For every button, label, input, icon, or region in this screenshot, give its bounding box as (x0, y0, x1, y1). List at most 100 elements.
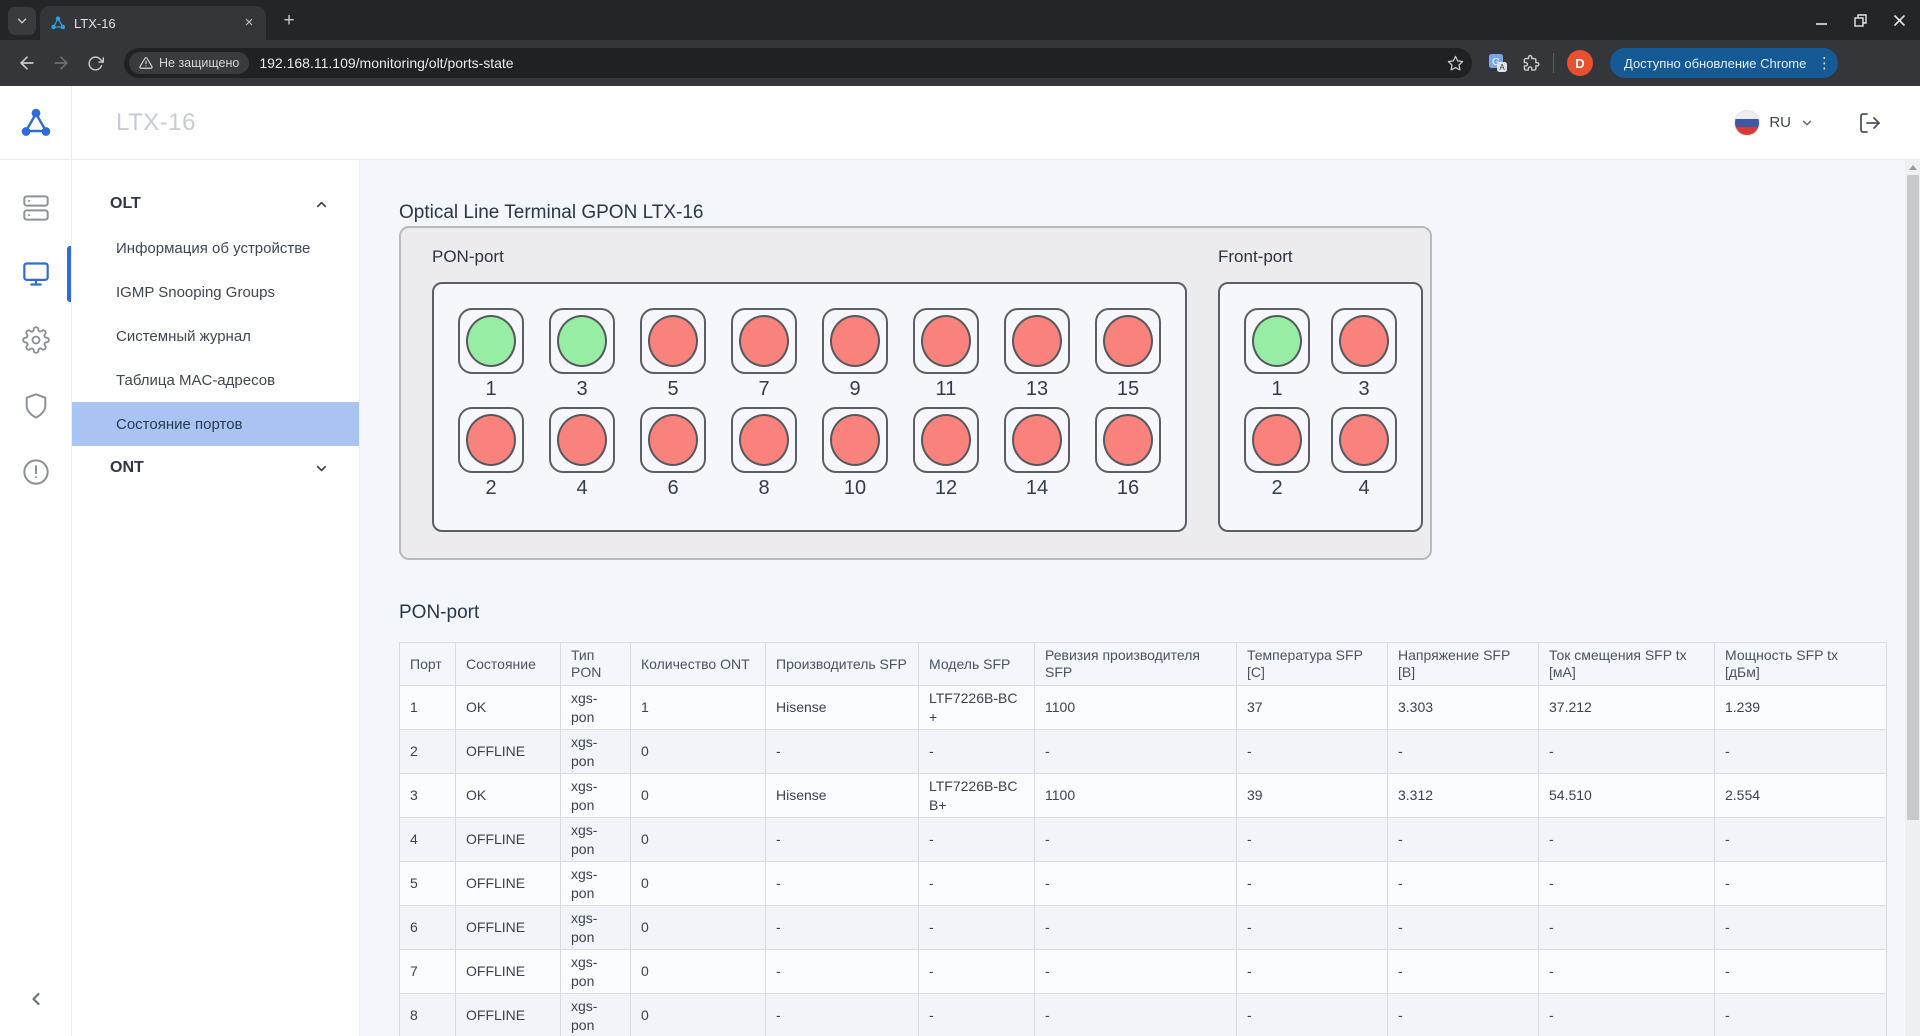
table-row: 2 OFFLINE xgs-pon 0- - - - - - - (399, 729, 1887, 774)
pon-port-group: PON-port 1 3 5 7 9 11 13 15 2 4 6 8 10 12 14 16 (432, 244, 1187, 532)
port-indicator (913, 308, 979, 374)
restore-button[interactable] (1854, 13, 1867, 27)
url-text[interactable]: 192.168.11.109/monitoring/olt/ports-stat… (259, 55, 514, 71)
app-title: LTX-16 (116, 108, 196, 136)
table-cell: OFFLINE (455, 817, 561, 862)
port-number: 9 (849, 378, 861, 400)
reload-icon (87, 55, 104, 71)
page-title: Optical Line Terminal GPON LTX-16 (399, 202, 704, 223)
minimize-button[interactable] (1815, 14, 1828, 27)
chrome-update-button[interactable]: Доступно обновление Chrome ⋮ (1610, 48, 1839, 78)
sidebar-item-system-log[interactable]: Системный журнал (72, 314, 359, 358)
port-indicator (1004, 308, 1070, 374)
rail-item-security[interactable] (22, 392, 50, 420)
forward-button[interactable] (46, 48, 76, 78)
port-led-down-icon (739, 315, 789, 367)
port-cell: 12 (913, 407, 979, 506)
rail-item-alerts[interactable] (22, 458, 50, 486)
sidebar-group-ont[interactable]: ONT (72, 446, 359, 490)
reload-button[interactable] (80, 48, 110, 78)
sidebar-item-igmp-snooping[interactable]: IGMP Snooping Groups (72, 270, 359, 314)
table-cell: 0 (630, 949, 766, 994)
sidebar-item-device-info[interactable]: Информация об устройстве (72, 226, 359, 270)
rail-item-monitoring[interactable] (22, 260, 50, 288)
table-cell: - (1714, 905, 1887, 950)
table-cell: xgs-pon (560, 949, 631, 994)
active-rail-indicator (67, 246, 71, 302)
port-indicator (1244, 308, 1310, 374)
port-led-down-icon (1012, 315, 1062, 367)
port-cell: 2 (1244, 407, 1310, 506)
table-column-header: Напряжение SFP [В] (1387, 642, 1539, 686)
browser-tab[interactable]: LTX-16 × (40, 6, 266, 40)
logout-button[interactable] (1858, 111, 1882, 135)
table-cell: 4 (399, 817, 456, 862)
port-number: 4 (576, 477, 588, 499)
close-button[interactable] (1893, 14, 1906, 27)
table-cell: 1100 (1034, 773, 1237, 818)
sidebar-item-ports-state[interactable]: Состояние портов (72, 402, 359, 446)
table-cell: 3.303 (1387, 685, 1539, 730)
sidebar-collapse-button[interactable] (26, 989, 46, 1014)
sidebar-group-olt[interactable]: OLT (72, 182, 359, 226)
table-cell: - (918, 949, 1035, 994)
table-cell: - (1034, 861, 1237, 906)
new-tab-button[interactable]: + (283, 10, 295, 31)
molecule-logo-icon (21, 108, 50, 136)
front-port-grid: 1 3 2 4 (1244, 308, 1397, 506)
table-cell: xgs-pon (560, 685, 631, 730)
table-cell: 1 (399, 685, 456, 730)
profile-avatar[interactable]: D (1567, 50, 1593, 76)
browser-menu-icon[interactable]: ⋮ (1816, 55, 1832, 72)
back-button[interactable] (12, 48, 42, 78)
port-led-down-icon (1012, 414, 1062, 466)
port-cell: 15 (1095, 308, 1161, 407)
port-indicator (458, 407, 524, 473)
bookmark-star-icon[interactable] (1447, 55, 1464, 72)
table-cell: 37 (1236, 685, 1388, 730)
table-column-header: Тип PON (560, 642, 631, 686)
window-controls (1815, 0, 1906, 40)
port-number: 5 (667, 378, 679, 400)
url-bar[interactable]: Не защищено 192.168.11.109/monitoring/ol… (124, 48, 1472, 78)
extensions-puzzle-icon[interactable] (1521, 54, 1540, 73)
table-cell: - (765, 993, 919, 1036)
port-led-down-icon (921, 414, 971, 466)
chevron-down-icon (17, 18, 27, 24)
port-cell: 14 (1004, 407, 1070, 506)
tab-close-button[interactable]: × (244, 14, 254, 31)
security-chip[interactable]: Не защищено (129, 52, 250, 74)
rail-item-devices[interactable] (22, 194, 50, 222)
sidebar-item-mac-table[interactable]: Таблица MAC-адресов (72, 358, 359, 402)
table-cell: 0 (630, 773, 766, 818)
table-cell: xgs-pon (560, 773, 631, 818)
port-cell: 6 (640, 407, 706, 506)
sidebar-item-label: Таблица MAC-адресов (116, 371, 276, 389)
sidebar-item-label: Информация об устройстве (116, 239, 311, 257)
table-cell: 0 (630, 861, 766, 906)
table-cell: - (1034, 949, 1237, 994)
scrollbar-thumb[interactable] (1906, 175, 1919, 820)
table-cell: - (1236, 993, 1388, 1036)
table-column-header: Производитель SFP (765, 642, 919, 686)
vertical-scrollbar[interactable] (1905, 160, 1920, 1036)
scrollbar-up-arrow[interactable] (1905, 160, 1920, 175)
browser-titlebar: LTX-16 × + (0, 0, 1920, 40)
pon-ports-table: Порт Состояние Тип PON Количество ONT Произв… (399, 642, 1887, 1036)
port-cell: 4 (549, 407, 615, 506)
language-selector[interactable]: RU (1734, 109, 1814, 136)
gear-icon (21, 326, 50, 354)
tab-search-button[interactable] (8, 7, 36, 35)
table-cell: - (1034, 993, 1237, 1036)
table-cell: - (1387, 817, 1539, 862)
table-cell: - (1034, 905, 1237, 950)
table-cell: - (1714, 729, 1887, 774)
port-number: 7 (758, 378, 770, 400)
port-number: 13 (1025, 378, 1049, 400)
table-cell: - (1714, 949, 1887, 994)
port-indicator (731, 407, 797, 473)
table-cell: 6 (399, 905, 456, 950)
table-row: 6 OFFLINE xgs-pon 0- - - - - - - (399, 905, 1887, 950)
rail-item-settings[interactable] (21, 326, 50, 354)
